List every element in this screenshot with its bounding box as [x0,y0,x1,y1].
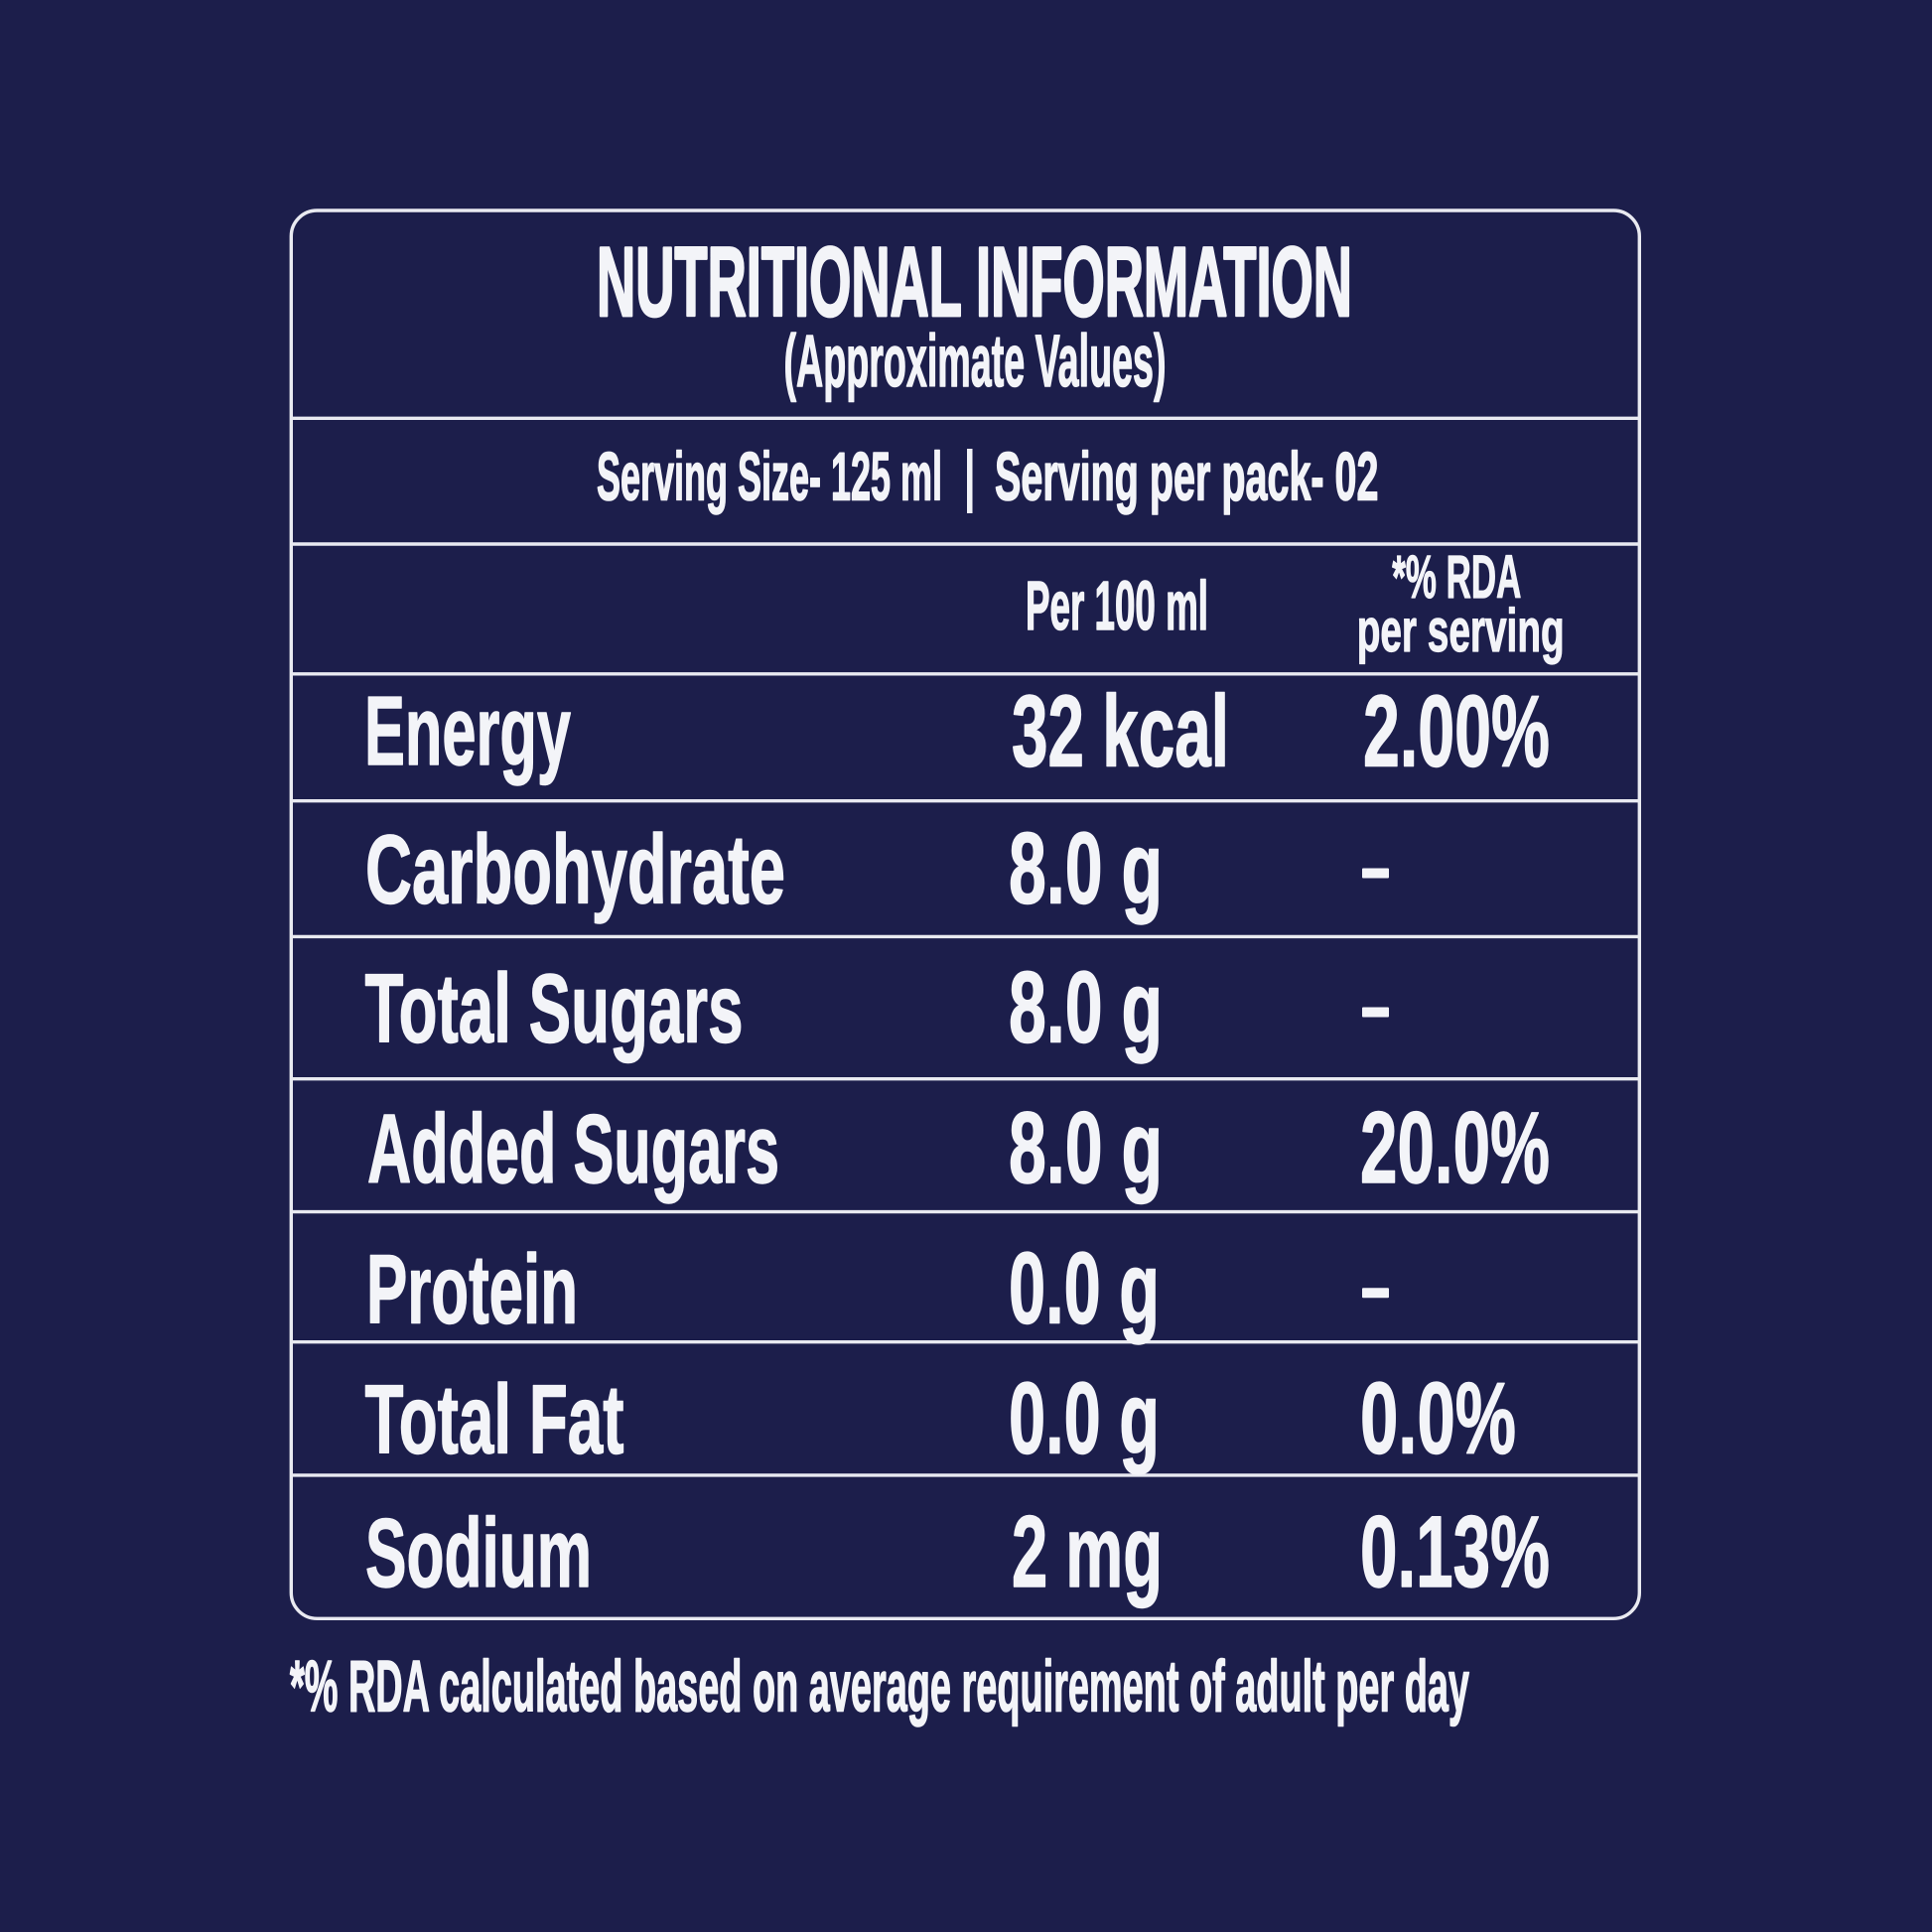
svg-text:Carbohydrate: Carbohydrate [365,815,785,924]
svg-text:Sodium: Sodium [365,1498,592,1607]
svg-text:Per 100 ml: Per 100 ml [1026,567,1208,644]
svg-text:0.13%: 0.13% [1360,1495,1550,1608]
svg-text:2 mg: 2 mg [1012,1495,1163,1608]
svg-text:Serving per pack- 02: Serving per pack- 02 [995,439,1379,515]
svg-text:8.0 g: 8.0 g [1009,1091,1163,1204]
svg-text:NUTRITIONAL INFORMATION: NUTRITIONAL INFORMATION [597,226,1352,337]
svg-text:2.00%: 2.00% [1363,674,1550,787]
svg-text:(Approximate Values): (Approximate Values) [784,320,1167,402]
svg-text:Protein: Protein [366,1235,578,1344]
svg-text:Added Sugars: Added Sugars [367,1094,779,1203]
svg-text:20.0%: 20.0% [1360,1091,1550,1204]
svg-text:*% RDA: *% RDA [1392,543,1521,611]
svg-text:0.0 g: 0.0 g [1009,1232,1160,1345]
svg-text:Total Fat: Total Fat [365,1365,624,1474]
svg-text:0.0%: 0.0% [1360,1362,1516,1475]
svg-text:Energy: Energy [364,676,571,785]
svg-text:8.0 g: 8.0 g [1009,951,1163,1064]
svg-text:*% RDA calculated based on ave: *% RDA calculated based on average requi… [290,1646,1469,1726]
svg-text:Total Sugars: Total Sugars [365,954,744,1063]
svg-text:8.0 g: 8.0 g [1009,812,1163,925]
svg-text:0.0 g: 0.0 g [1009,1362,1160,1475]
svg-text:32 kcal: 32 kcal [1012,674,1229,787]
svg-text:per serving: per serving [1357,597,1565,664]
svg-text:Serving Size- 125 ml: Serving Size- 125 ml [597,439,942,515]
